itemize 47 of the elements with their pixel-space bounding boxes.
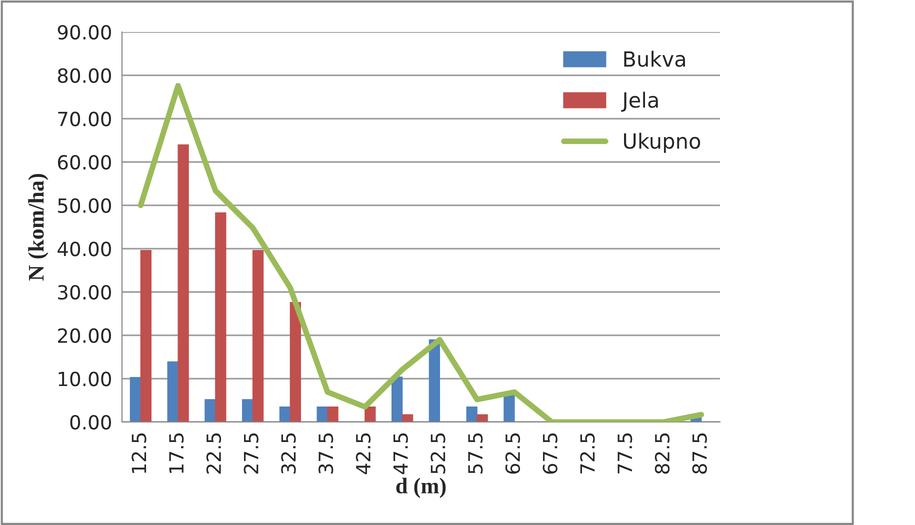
bar bbox=[178, 144, 189, 422]
legend-label: Bukva bbox=[624, 50, 685, 67]
y-tick-label: 0.00 bbox=[70, 414, 111, 430]
bar bbox=[140, 250, 152, 422]
bar bbox=[428, 339, 440, 422]
x-tick-label: 17.5 bbox=[169, 433, 184, 473]
x-tick-label: 47.5 bbox=[394, 433, 408, 474]
x-tick-label: 27.5 bbox=[244, 433, 258, 474]
legend-label: Jela bbox=[621, 92, 658, 112]
x-tick-label: 22.5 bbox=[206, 433, 222, 474]
x-tick-label: 62.5 bbox=[505, 433, 520, 474]
y-tick-label: 50.00 bbox=[58, 198, 111, 213]
y-tick-label: 40.00 bbox=[58, 242, 111, 256]
legend-label: Ukupno bbox=[624, 132, 700, 153]
bar bbox=[476, 414, 488, 422]
bar bbox=[279, 406, 291, 422]
y-tick-label: 60.00 bbox=[58, 154, 111, 170]
bar bbox=[252, 250, 264, 422]
x-tick-label: 87.5 bbox=[692, 433, 707, 474]
bar bbox=[364, 406, 376, 422]
x-tick-label: 52.5 bbox=[430, 433, 446, 474]
bar bbox=[204, 399, 216, 422]
y-tick-label: 90.00 bbox=[58, 24, 111, 40]
y-tick-label: 70.00 bbox=[58, 112, 111, 126]
bar bbox=[392, 376, 403, 422]
bar bbox=[242, 399, 254, 422]
y-axis-title: N (kom/ha) bbox=[28, 174, 48, 281]
bar bbox=[466, 406, 478, 422]
y-tick-label: 20.00 bbox=[58, 328, 111, 343]
y-tick-label: 80.00 bbox=[58, 68, 111, 83]
bar bbox=[290, 302, 302, 422]
bar bbox=[130, 377, 142, 422]
x-tick-label: 42.5 bbox=[356, 433, 371, 474]
y-tick-label: 30.00 bbox=[58, 284, 111, 300]
x-tick-label: 57.5 bbox=[468, 433, 483, 474]
bar bbox=[215, 212, 226, 422]
x-tick-label: 32.5 bbox=[281, 433, 296, 474]
x-tick-label: 77.5 bbox=[618, 433, 632, 474]
x-tick-label: 72.5 bbox=[580, 433, 595, 474]
y-tick-label: 10.00 bbox=[58, 372, 111, 386]
x-tick-label: 12.5 bbox=[132, 433, 146, 473]
x-tick-label: 37.5 bbox=[318, 433, 334, 474]
x-axis-title: d (m) bbox=[396, 478, 446, 498]
x-tick-label: 67.5 bbox=[542, 433, 558, 474]
bar bbox=[402, 414, 414, 422]
x-tick-label: 82.5 bbox=[654, 433, 670, 474]
bar bbox=[327, 406, 338, 422]
